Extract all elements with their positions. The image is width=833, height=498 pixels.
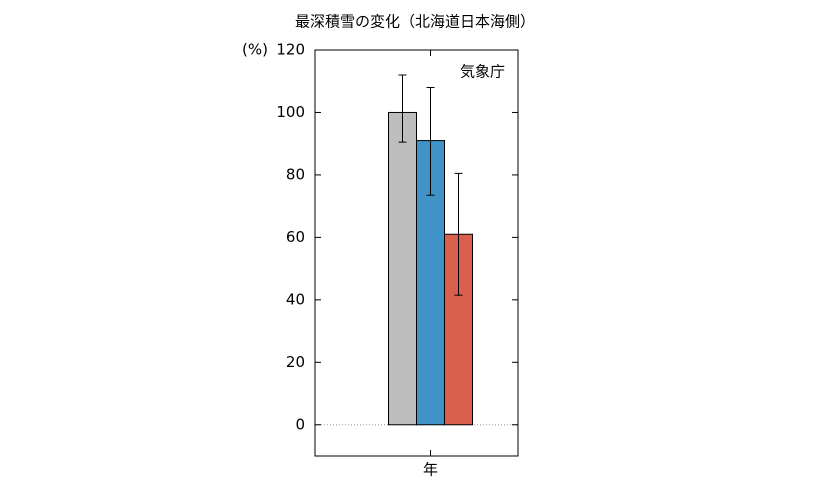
y-tick-label: 20 [286,353,305,371]
annotation: 気象庁 [460,63,505,81]
chart-title: 最深積雪の変化（北海道日本海側） [295,13,535,31]
y-axis-label: (%) [242,41,268,59]
y-tick-label: 60 [286,228,305,246]
y-tick-label: 120 [276,41,305,59]
y-tick-label: 40 [286,290,305,308]
x-tick-label: 年 [423,461,438,479]
y-tick-label: 80 [286,165,305,183]
y-tick-label: 100 [276,103,305,121]
bar [388,111,417,426]
y-tick-label: 0 [295,415,305,433]
plot-frame [314,49,519,457]
